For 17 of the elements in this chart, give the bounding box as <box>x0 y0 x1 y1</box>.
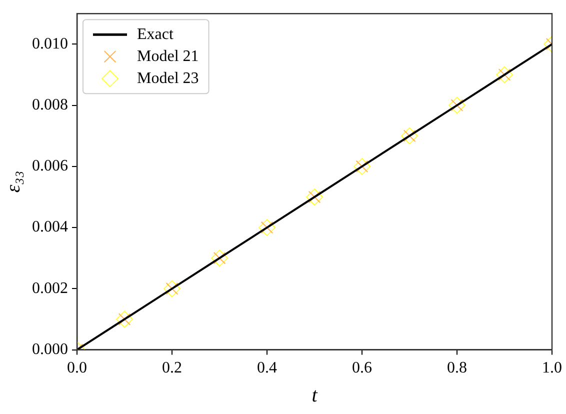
y-tick-label: 0.000 <box>32 341 68 358</box>
x-tick-label: 1.0 <box>542 360 562 377</box>
x-axis-title: t <box>312 384 318 406</box>
y-tick-label: 0.008 <box>32 96 68 114</box>
legend-label: Exact <box>137 26 174 43</box>
x-tick-label: 0.6 <box>352 360 372 377</box>
legend-label: Model 21 <box>137 48 199 65</box>
y-tick-label: 0.010 <box>32 35 68 52</box>
x-tick-label: 0.2 <box>162 360 182 377</box>
y-tick-label: 0.004 <box>32 218 68 236</box>
x-tick-label: 0.0 <box>67 360 87 377</box>
y-tick-label: 0.002 <box>32 280 68 297</box>
y-tick-label: 0.006 <box>32 158 68 175</box>
x-tick-label: 0.8 <box>447 360 467 377</box>
legend-label: Model 23 <box>137 70 199 87</box>
x-tick-label: 0.4 <box>257 360 277 377</box>
y-axis-title: ε₃₃ <box>2 170 24 193</box>
